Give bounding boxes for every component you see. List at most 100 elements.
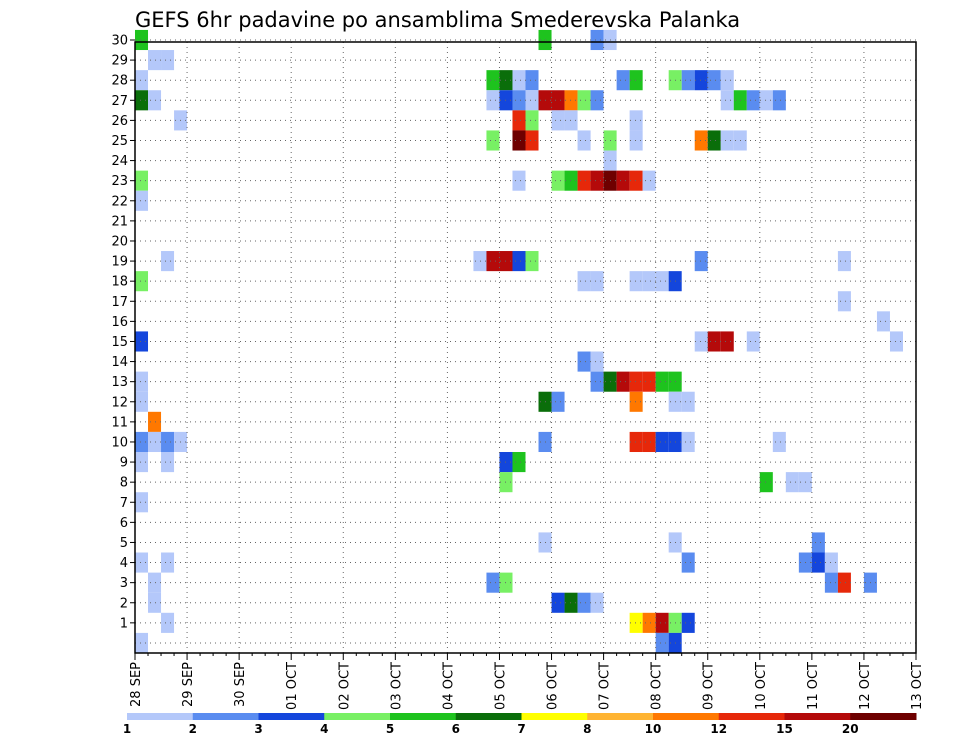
y-tick-label: 22 — [111, 194, 128, 209]
y-tick-label: 18 — [111, 275, 128, 290]
precip-cell — [148, 411, 162, 432]
x-tick-label: 08 OCT — [650, 662, 665, 710]
precip-cell — [564, 170, 578, 191]
precip-cell — [629, 170, 643, 191]
precip-cell — [681, 391, 695, 412]
precip-cell — [564, 592, 578, 613]
precip-cell — [694, 251, 708, 272]
precip-cell — [135, 90, 149, 111]
precip-cell — [135, 170, 149, 191]
colorbar-label: 2 — [189, 722, 197, 736]
colorbar-label: 4 — [320, 722, 328, 736]
precip-cell — [707, 331, 721, 352]
precip-cell — [161, 431, 175, 453]
precip-cell — [148, 431, 162, 453]
x-tick-label: 09 OCT — [702, 662, 717, 710]
y-tick-label: 8 — [120, 476, 128, 491]
chart-title: GEFS 6hr padavine po ansamblima Smederev… — [135, 8, 740, 32]
precip-cell — [135, 632, 149, 653]
precip-cell — [590, 29, 604, 51]
precip-cell — [616, 170, 630, 191]
y-tick-label: 16 — [111, 315, 128, 330]
precip-cell — [512, 130, 526, 151]
precip-cell — [473, 251, 487, 272]
precip-cell — [148, 572, 162, 593]
y-tick-label: 9 — [120, 456, 128, 471]
precip-cell — [512, 90, 526, 111]
precip-cell — [642, 271, 656, 292]
colorbar-label: 7 — [517, 722, 525, 736]
precip-cell — [785, 472, 799, 493]
precip-cell — [720, 130, 734, 151]
precip-cell — [590, 170, 604, 191]
precip-cell — [720, 70, 734, 91]
precip-cell — [746, 331, 760, 352]
colorbar-swatch — [521, 713, 588, 720]
precip-cell — [629, 612, 643, 633]
colorbar-swatch — [390, 713, 457, 720]
precip-cell — [694, 331, 708, 352]
precip-cell — [629, 110, 643, 131]
precip-cell — [161, 552, 175, 573]
x-tick-label: 12 OCT — [858, 662, 873, 710]
precip-cell — [629, 70, 643, 91]
precip-cell — [135, 70, 149, 91]
precip-cell — [876, 311, 890, 332]
precip-cell — [772, 90, 786, 111]
precip-cell — [135, 271, 149, 292]
precip-cell — [551, 170, 565, 191]
y-tick-label: 7 — [120, 496, 128, 511]
precip-cell — [616, 371, 630, 392]
precip-cell — [512, 110, 526, 131]
precip-cell — [148, 90, 162, 111]
y-tick-label: 24 — [111, 154, 128, 169]
y-tick-label: 12 — [111, 395, 128, 410]
precip-cell — [525, 130, 539, 151]
precip-cell — [655, 612, 669, 633]
colorbar-swatch — [850, 713, 917, 720]
y-tick-label: 28 — [111, 74, 128, 89]
precip-cell — [681, 552, 695, 573]
precip-cell — [161, 50, 175, 71]
y-tick-label: 1 — [120, 616, 128, 631]
precip-cell — [161, 452, 175, 473]
precip-cell — [642, 170, 656, 191]
precip-cell — [837, 251, 851, 272]
precip-cell — [486, 90, 500, 111]
precip-cell — [577, 592, 591, 613]
precip-cell — [525, 70, 539, 91]
precip-cell — [759, 472, 773, 493]
y-axis: 1234567891011121314151617181920212223242… — [111, 33, 135, 631]
colorbar-label: 8 — [583, 722, 591, 736]
precip-cell — [642, 431, 656, 453]
precip-cell — [135, 371, 149, 392]
precip-cell — [889, 331, 903, 352]
colorbar-label: 6 — [452, 722, 460, 736]
precip-cell — [161, 612, 175, 633]
colorbar-swatch — [258, 713, 325, 720]
precip-cell — [551, 110, 565, 131]
precip-cell — [772, 431, 786, 453]
precip-cell — [512, 170, 526, 191]
x-tick-label: 04 OCT — [441, 662, 456, 710]
precip-cell — [590, 90, 604, 111]
x-tick-label: 05 OCT — [493, 662, 508, 710]
precip-cell — [629, 271, 643, 292]
colorbar-label: 12 — [710, 722, 727, 736]
x-tick-label: 06 OCT — [546, 662, 561, 710]
precip-cell — [681, 612, 695, 633]
precip-cell — [135, 431, 149, 453]
precip-cell — [148, 592, 162, 613]
y-tick-label: 20 — [111, 234, 128, 249]
precip-cell — [577, 351, 591, 372]
precip-cell — [135, 492, 149, 513]
x-tick-label: 29 SEP — [181, 662, 196, 707]
precip-cell — [135, 29, 149, 51]
precip-cell — [512, 251, 526, 272]
y-tick-label: 25 — [111, 134, 128, 149]
precip-cell — [629, 371, 643, 392]
precip-cell — [551, 592, 565, 613]
precip-cell — [746, 90, 760, 111]
precip-cell — [590, 371, 604, 392]
